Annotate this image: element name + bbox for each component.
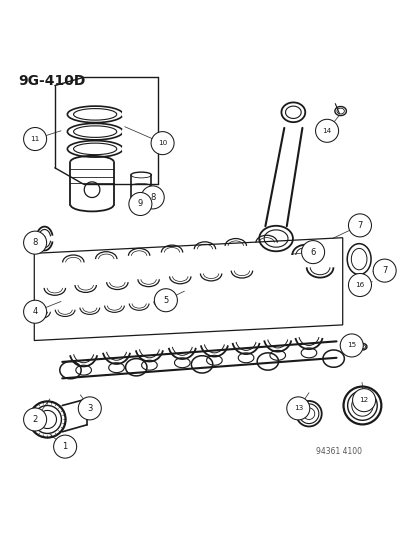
Circle shape <box>339 334 362 357</box>
Text: 94361 4100: 94361 4100 <box>315 448 361 456</box>
Circle shape <box>352 389 375 411</box>
Circle shape <box>301 240 324 264</box>
Circle shape <box>141 186 164 209</box>
Text: 6: 6 <box>310 248 315 256</box>
Text: 4: 4 <box>32 307 38 316</box>
Text: 3: 3 <box>87 404 92 413</box>
Circle shape <box>24 231 47 254</box>
Text: 14: 14 <box>322 128 331 134</box>
Text: 2: 2 <box>32 415 38 424</box>
Text: 13: 13 <box>293 406 302 411</box>
Text: 11: 11 <box>31 136 40 142</box>
Text: 10: 10 <box>158 140 167 146</box>
Text: 12: 12 <box>358 397 368 403</box>
Text: 9G-410D: 9G-410D <box>18 74 85 88</box>
Text: 15: 15 <box>346 343 356 349</box>
Circle shape <box>154 289 177 312</box>
Text: 7: 7 <box>356 221 362 230</box>
Circle shape <box>78 397 101 420</box>
Circle shape <box>315 119 338 142</box>
Text: 5: 5 <box>163 296 168 305</box>
Text: 7: 7 <box>381 266 387 275</box>
Text: 8: 8 <box>32 238 38 247</box>
Circle shape <box>372 259 395 282</box>
Circle shape <box>54 435 76 458</box>
Text: 16: 16 <box>354 282 364 288</box>
Text: 8: 8 <box>150 193 155 202</box>
Circle shape <box>24 300 47 323</box>
Circle shape <box>24 127 47 150</box>
Circle shape <box>348 273 370 296</box>
Circle shape <box>286 397 309 420</box>
Text: 1: 1 <box>62 442 68 451</box>
Circle shape <box>151 132 174 155</box>
Circle shape <box>128 192 152 215</box>
Circle shape <box>24 408 47 431</box>
Text: 9: 9 <box>138 199 142 208</box>
Circle shape <box>348 214 370 237</box>
